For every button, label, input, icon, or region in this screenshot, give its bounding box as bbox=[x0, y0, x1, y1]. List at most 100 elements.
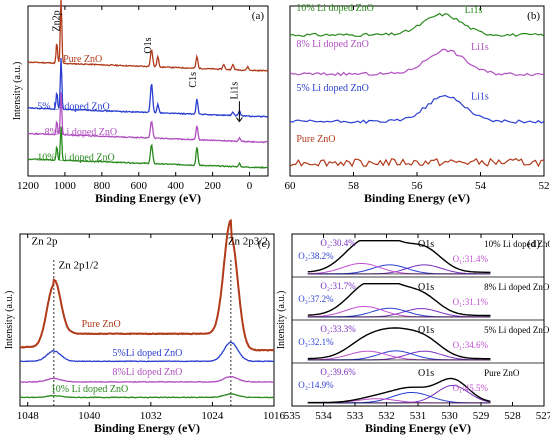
x-tick-label: 530 bbox=[441, 410, 458, 422]
series-line bbox=[27, 92, 268, 144]
series-label: 8% Li doped ZnO bbox=[296, 39, 369, 50]
x-tick-label: 1032 bbox=[140, 410, 162, 422]
li1s-arrow-head bbox=[235, 117, 243, 123]
x-tick-label: 56 bbox=[412, 180, 424, 192]
o3-label: O₃:14.9% bbox=[298, 380, 334, 390]
fit-envelope bbox=[307, 377, 491, 404]
fit-component bbox=[307, 392, 491, 404]
x-tick-label: 527 bbox=[536, 410, 550, 422]
series-label: Pure ZnO bbox=[63, 54, 102, 65]
o2-label: O₂:39.6% bbox=[320, 367, 356, 377]
panel-d-o1s-deconvolution: 535 534 533 532 531 530 529 528 527 Binding Energ… bbox=[276, 233, 550, 435]
sample-label: 8% Li doped ZnO bbox=[484, 282, 550, 292]
peak-annotation: Zn 2p1/2 bbox=[58, 259, 98, 271]
series-label: Pure ZnO bbox=[82, 319, 121, 330]
series-label: 5% Li doped ZnO bbox=[296, 83, 369, 94]
series-line bbox=[289, 157, 545, 168]
plot-frame bbox=[19, 233, 275, 407]
o1s-label: O1s bbox=[418, 239, 434, 250]
series-label: 10% Li doped ZnO bbox=[296, 3, 374, 14]
panel-label: (a) bbox=[252, 10, 265, 22]
o1-label: O₁:31.1% bbox=[453, 297, 489, 307]
x-tick-label: 58 bbox=[348, 180, 360, 192]
x-tick-label: 535 bbox=[284, 410, 301, 422]
series-line bbox=[19, 341, 274, 363]
panel-a-survey-spectrum: 1200 1000 800 600 400 200 0 Binding Energy (eV)… bbox=[12, 0, 269, 205]
series-line bbox=[19, 393, 275, 399]
x-tick-label: 1024 bbox=[201, 410, 224, 422]
series-label: 8% Li doped ZnO bbox=[45, 127, 118, 138]
x-tick-label: 1040 bbox=[78, 410, 101, 422]
x-tick-label: 400 bbox=[167, 180, 184, 192]
x-tick-label: 532 bbox=[378, 410, 395, 422]
o1s-label: O1s bbox=[418, 368, 434, 379]
x-tick-label: 800 bbox=[94, 180, 111, 192]
panel-label: (b) bbox=[527, 10, 540, 22]
fit-component bbox=[307, 350, 491, 361]
x-tick-label: 1200 bbox=[17, 180, 40, 192]
sample-label: Pure ZnO bbox=[484, 368, 520, 378]
y-axis-label: Intensity (a.u.) bbox=[4, 291, 15, 350]
x-tick-label: 200 bbox=[204, 180, 221, 192]
y-axis-label: Intensity (a.u.) bbox=[276, 291, 287, 350]
li1s-label: Li1s bbox=[465, 5, 483, 16]
x-tick-label: 52 bbox=[539, 180, 550, 192]
series-line bbox=[27, 57, 269, 118]
peak-annotation: Zn 2p bbox=[32, 235, 58, 247]
series-line bbox=[27, 126, 269, 169]
peak-annotation: O1s bbox=[143, 37, 154, 53]
fit-component bbox=[307, 263, 491, 275]
x-tick-label: 54 bbox=[475, 180, 487, 192]
peak-annotation: Li1s bbox=[230, 82, 241, 100]
x-tick-label: 534 bbox=[315, 410, 332, 422]
x-axis-label: Binding Energy (eV) bbox=[95, 191, 201, 205]
sample-label: 10% Li doped ZnO bbox=[484, 239, 550, 249]
series-label: 10% Li doped ZnO bbox=[51, 384, 128, 395]
series-line bbox=[289, 48, 545, 77]
li1s-label: Li1s bbox=[471, 42, 489, 53]
series-line bbox=[289, 94, 545, 124]
peak-annotation: C1s bbox=[188, 72, 199, 88]
x-tick-label: 531 bbox=[410, 410, 427, 422]
fit-component bbox=[307, 350, 491, 361]
series-label: 5%Li doped ZnO bbox=[112, 348, 182, 359]
sample-label: 5% Li doped ZnO bbox=[484, 325, 550, 335]
o2-label: O₂:30.4% bbox=[320, 238, 356, 248]
o2-label: O₂:31.7% bbox=[320, 281, 356, 291]
x-tick-label: 0 bbox=[247, 180, 253, 192]
o1-label: O₁:31.4% bbox=[453, 254, 489, 264]
li1s-label: Li1s bbox=[471, 92, 489, 103]
o1-label: O₁:34.6% bbox=[453, 340, 489, 350]
series-label: 10% Li doped ZnO bbox=[37, 153, 115, 164]
panel-label: (d) bbox=[527, 238, 540, 250]
plot-frame bbox=[27, 5, 269, 177]
panel-b-li1s-spectrum: 60 58 56 54 52 Binding Energy (eV) (b) 10% Li d… bbox=[285, 3, 550, 205]
x-tick-label: 1000 bbox=[54, 180, 77, 192]
panel-c-zn2p-spectrum: 1048 1040 1032 1024 1016 Binding Energy (eV) I… bbox=[4, 218, 286, 435]
o3-label: O₃:32.1% bbox=[298, 337, 334, 347]
o3-label: O₃:37.2% bbox=[298, 294, 334, 304]
panel-label: (c) bbox=[258, 238, 271, 250]
fit-component bbox=[307, 307, 491, 318]
x-tick-label: 60 bbox=[285, 180, 297, 192]
x-tick-label: 528 bbox=[504, 410, 521, 422]
fit-envelope bbox=[307, 283, 491, 317]
x-axis-label: Binding Energy (eV) bbox=[364, 191, 470, 205]
peak-annotation: Zn2p bbox=[51, 10, 62, 31]
x-tick-label: 1048 bbox=[17, 410, 40, 422]
fit-envelope bbox=[307, 240, 491, 273]
x-tick-label: 1016 bbox=[263, 410, 286, 422]
o1-label: O₁:45.5% bbox=[453, 383, 489, 393]
o2-label: O₂:33.3% bbox=[320, 324, 356, 334]
series-line bbox=[19, 218, 275, 352]
o1s-label: O1s bbox=[418, 325, 434, 336]
series-label: 5% Li doped ZnO bbox=[37, 102, 110, 113]
x-tick-label: 600 bbox=[131, 180, 148, 192]
y-axis-label: Intensity (a.u.) bbox=[12, 62, 23, 121]
series-label: Pure ZnO bbox=[296, 134, 335, 145]
o3-label: O₃:38.2% bbox=[298, 251, 334, 261]
series-line bbox=[19, 375, 274, 384]
x-axis-label: Binding Energy (eV) bbox=[365, 421, 471, 435]
x-axis-label: Binding Energy (eV) bbox=[94, 421, 200, 435]
